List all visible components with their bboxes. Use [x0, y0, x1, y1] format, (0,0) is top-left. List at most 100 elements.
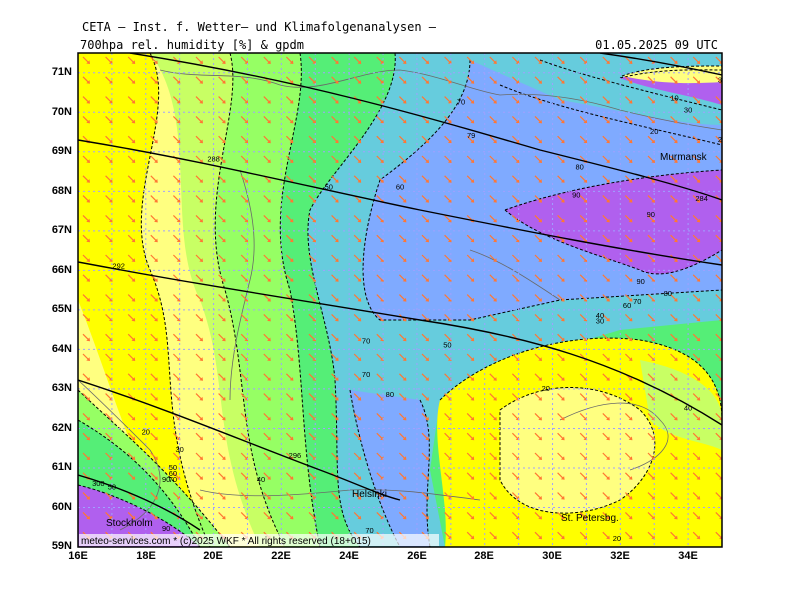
wind-arrow — [218, 195, 226, 203]
wind-arrow — [692, 393, 701, 401]
wind-arrow — [218, 432, 226, 441]
rh-contour — [349, 389, 401, 547]
wind-arrow — [240, 96, 249, 104]
wind-arrow — [82, 96, 90, 104]
lon-label: 18E — [136, 550, 156, 562]
wind-arrow — [624, 412, 633, 421]
wind-arrow — [398, 492, 407, 500]
rh-contour — [619, 69, 722, 79]
wind-arrow — [602, 492, 610, 500]
wind-arrow — [263, 472, 271, 480]
wind-arrow — [624, 76, 633, 84]
wind-arrow — [692, 155, 701, 163]
wind-arrow — [127, 175, 136, 183]
wind-arrow — [195, 333, 203, 342]
wind-arrow — [602, 214, 610, 223]
wind-arrow — [285, 56, 294, 64]
wind-arrow — [444, 155, 452, 163]
wind-arrow — [466, 432, 475, 441]
wind-arrow — [285, 432, 294, 441]
wind-arrow — [331, 333, 339, 342]
wind-arrow — [692, 234, 701, 243]
wind-arrow — [331, 76, 339, 84]
wind-arrow — [105, 135, 113, 144]
wind-arrow — [195, 135, 203, 144]
wind-arrow — [331, 393, 339, 401]
contour-label: 60 — [396, 182, 404, 191]
wind-arrow — [692, 96, 701, 104]
wind-arrow — [127, 294, 136, 302]
lon-label: 28E — [474, 550, 494, 562]
wind-arrow — [398, 353, 407, 361]
wind-arrow — [602, 155, 610, 163]
wind-arrow — [150, 115, 158, 124]
wind-arrow — [172, 135, 181, 144]
wind-arrow — [398, 214, 407, 223]
rh-contour — [140, 53, 211, 547]
wind-arrow — [353, 333, 362, 342]
contour-label: 30 — [596, 317, 604, 326]
wind-arrow — [692, 115, 701, 124]
wind-arrow — [557, 76, 565, 84]
wind-arrow — [82, 195, 90, 203]
contour-label: 40 — [684, 404, 692, 413]
wind-arrow — [624, 56, 633, 64]
wind-arrow — [376, 76, 384, 84]
wind-arrow — [602, 452, 610, 460]
wind-arrow — [218, 492, 226, 500]
wind-arrow — [466, 195, 475, 203]
wind-arrow — [285, 234, 294, 243]
wind-arrow — [195, 274, 203, 282]
wind-arrow — [624, 333, 633, 342]
wind-arrow — [602, 254, 610, 262]
lat-label: 60N — [51, 501, 72, 513]
wind-arrow — [489, 115, 497, 124]
wind-arrow — [624, 511, 633, 520]
wind-arrow — [421, 412, 429, 421]
wind-arrow — [489, 511, 497, 520]
wind-arrow — [398, 333, 407, 342]
wind-arrow — [579, 76, 588, 84]
wind-arrow — [240, 135, 249, 144]
lat-label: 68N — [51, 185, 72, 197]
contour-label: 50 — [169, 463, 177, 472]
wind-arrow — [670, 492, 678, 500]
wind-arrow — [353, 155, 362, 163]
wind-arrow — [353, 313, 362, 322]
wind-arrow — [127, 333, 136, 342]
wind-arrow — [195, 294, 203, 302]
lat-label: 59N — [51, 540, 72, 552]
latlon-grid — [78, 53, 722, 547]
wind-arrow — [82, 393, 90, 401]
wind-arrow — [557, 492, 565, 500]
wind-arrow — [466, 274, 475, 282]
wind-arrow — [624, 115, 633, 124]
wind-arrow — [353, 492, 362, 500]
wind-arrow — [489, 452, 497, 460]
wind-arrow — [557, 254, 565, 262]
wind-arrow — [534, 274, 542, 282]
wind-arrow — [127, 313, 136, 322]
gpdm-contour — [78, 261, 722, 426]
wind-arrow — [127, 353, 136, 361]
wind-arrow — [624, 294, 633, 302]
wind-arrow — [692, 313, 701, 322]
wind-arrow — [534, 313, 542, 322]
wind-arrow — [692, 274, 701, 282]
wind-arrow — [398, 234, 407, 243]
wind-arrow — [263, 373, 271, 381]
wind-arrow — [218, 313, 226, 322]
wind-arrow — [692, 432, 701, 441]
wind-arrow — [557, 115, 565, 124]
wind-arrow — [150, 412, 158, 421]
wind-arrow — [150, 76, 158, 84]
wind-arrow — [557, 96, 565, 104]
wind-arrow — [218, 214, 226, 223]
wind-arrow — [489, 214, 497, 223]
wind-arrow — [602, 96, 610, 104]
wind-arrow — [624, 393, 633, 401]
wind-arrow — [557, 531, 565, 540]
wind-arrow — [466, 76, 475, 84]
contour-label: 40 — [257, 475, 265, 484]
wind-arrow — [353, 115, 362, 124]
